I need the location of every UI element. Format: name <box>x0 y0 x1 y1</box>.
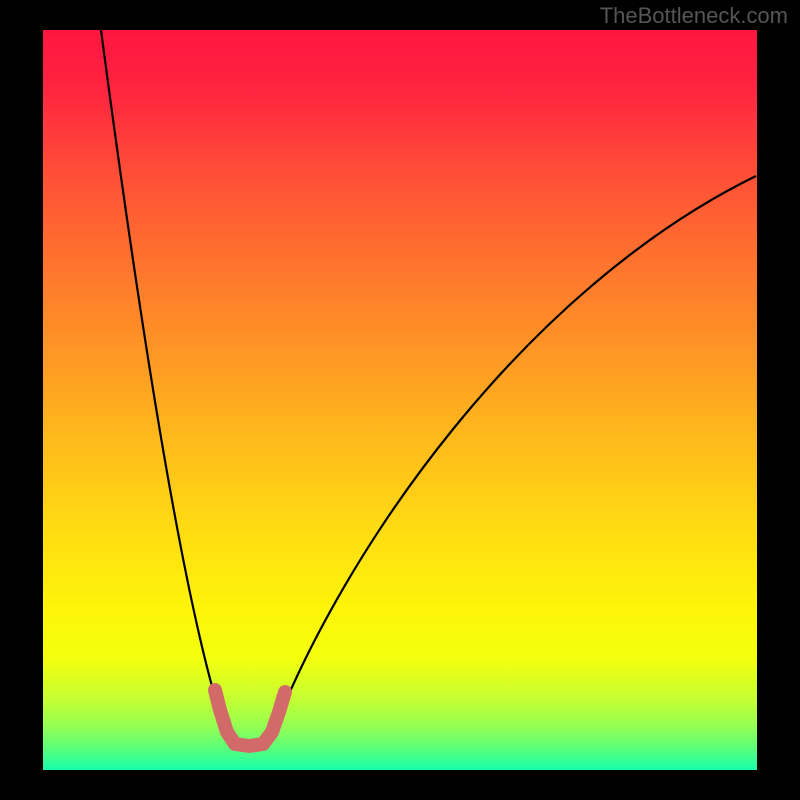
chart-curve-layer <box>43 30 757 770</box>
watermark-text: TheBottleneck.com <box>600 3 788 29</box>
chart-plot-area <box>43 30 757 770</box>
curve-right-branch <box>272 176 756 735</box>
curve-left-branch <box>101 30 227 735</box>
curve-valley-highlight <box>215 690 285 746</box>
